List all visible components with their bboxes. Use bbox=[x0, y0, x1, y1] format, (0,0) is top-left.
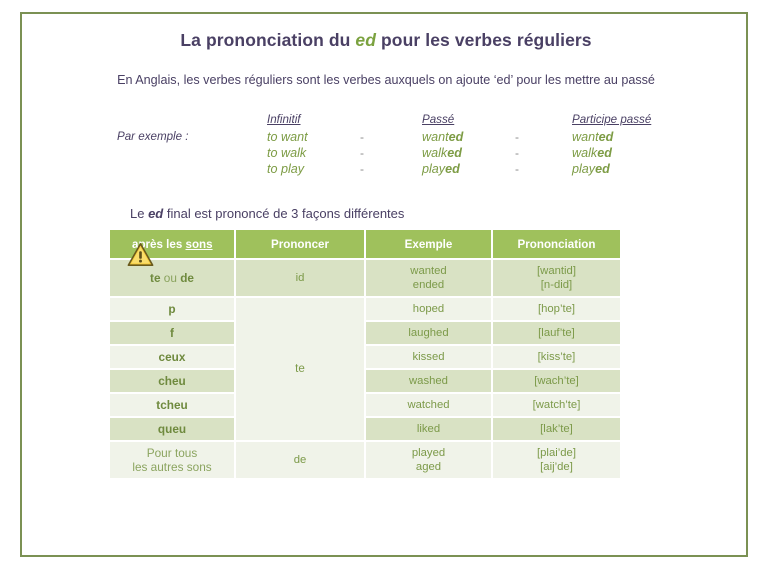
examples-header-passe: Passé bbox=[422, 113, 455, 126]
cell-sound: Pour tous les autres sons bbox=[110, 441, 236, 480]
table-row: te ou de id wanted ended [wantid] [n-did] bbox=[110, 259, 620, 298]
example-passe: played bbox=[422, 161, 532, 177]
sons-prefix: après les bbox=[132, 237, 186, 251]
cell-prononciation: [watch’te] bbox=[492, 393, 620, 418]
title-text-before: La prononciation du bbox=[180, 30, 356, 50]
example-passe: walked bbox=[422, 145, 532, 161]
table-row: Pour tous les autres sons de played aged [… bbox=[110, 441, 620, 480]
table-row: queu liked [lak’te] bbox=[110, 417, 620, 442]
lead-after: final est prononcé de 3 façons différent… bbox=[163, 206, 405, 221]
cell-sound: cheu bbox=[110, 369, 236, 394]
examples-header-infinitif: Infinitif bbox=[267, 113, 301, 126]
table-row: ceux kissed [kiss’te] bbox=[110, 345, 620, 370]
warning-triangle-icon bbox=[127, 243, 154, 266]
lead-ed: ed bbox=[148, 206, 164, 221]
cell-prononciation: [wantid] [n-did] bbox=[492, 259, 620, 298]
cell-exemple: kissed bbox=[365, 345, 493, 370]
column-header-sons: après les sons bbox=[110, 230, 236, 260]
column-header-prononciation: Prononciation bbox=[492, 230, 620, 260]
cell-prononcer-merged: te bbox=[235, 297, 366, 442]
cell-sound: p bbox=[110, 297, 236, 322]
cell-prononciation: [lak’te] bbox=[492, 417, 620, 442]
example-passe: wanted bbox=[422, 129, 532, 145]
example-row: Par exemple : to want - wanted - wanted bbox=[22, 129, 750, 145]
example-infinitif: to want bbox=[267, 130, 308, 144]
example-passe-ed: ed bbox=[447, 146, 462, 160]
lead-before: Le bbox=[130, 206, 149, 221]
table-row: tcheu watched [watch’te] bbox=[110, 393, 620, 418]
column-header-prononcer: Prononcer bbox=[235, 230, 366, 260]
example-pp-stem: play bbox=[572, 162, 596, 176]
title-ed-highlight: ed bbox=[355, 30, 377, 50]
cell-exemple: played aged bbox=[365, 441, 493, 480]
table-row: f laughed [lauf’te] bbox=[110, 321, 620, 346]
example-dash-1: - bbox=[360, 130, 364, 144]
example-pp-stem: want bbox=[572, 130, 599, 144]
cell-prononciation: [lauf’te] bbox=[492, 321, 620, 346]
cell-exemple: watched bbox=[365, 393, 493, 418]
pronunciation-table-wrap: après les sons Prononcer Exemple Prononc… bbox=[110, 230, 620, 480]
example-passe-stem: play bbox=[422, 162, 446, 176]
cell-sound: queu bbox=[110, 417, 236, 442]
table-header-row: après les sons Prononcer Exemple Prononc… bbox=[110, 230, 620, 260]
cell-prononciation: [plai’de] [aij’de] bbox=[492, 441, 620, 480]
sound-bold-2: de bbox=[180, 271, 194, 285]
cell-sound: ceux bbox=[110, 345, 236, 370]
cell-prononciation: [hop’te] bbox=[492, 297, 620, 322]
example-participe: wanted bbox=[572, 129, 712, 145]
example-pp-ed: ed bbox=[595, 162, 610, 176]
example-row: to play - played - played bbox=[22, 161, 750, 177]
example-dash-2: - bbox=[515, 130, 519, 144]
cell-exemple: washed bbox=[365, 369, 493, 394]
example-passe-ed: ed bbox=[448, 130, 464, 144]
column-header-exemple: Exemple bbox=[365, 230, 493, 260]
sound-plain: ou bbox=[160, 271, 181, 285]
cell-prononcer: id bbox=[235, 259, 366, 298]
sound-bold-1: te bbox=[150, 271, 161, 285]
page-title: La prononciation du ed pour les verbes r… bbox=[22, 30, 750, 51]
example-dash-1: - bbox=[360, 146, 364, 160]
sons-underlined: sons bbox=[185, 237, 213, 251]
example-dash-2: - bbox=[515, 162, 519, 176]
par-exemple-label: Par exemple : bbox=[117, 130, 189, 143]
example-pp-stem: walk bbox=[572, 146, 598, 160]
cell-sound: tcheu bbox=[110, 393, 236, 418]
cell-exemple: laughed bbox=[365, 321, 493, 346]
example-participe: walked bbox=[572, 145, 712, 161]
cell-prononciation: [wach’te] bbox=[492, 369, 620, 394]
example-pp-ed: ed bbox=[597, 146, 612, 160]
example-infinitif: to play bbox=[267, 162, 305, 176]
examples-block: Infinitif Passé Participe passé Par exem… bbox=[22, 110, 750, 177]
intro-sentence: En Anglais, les verbes réguliers sont le… bbox=[117, 73, 655, 87]
example-dash-2: - bbox=[515, 146, 519, 160]
pronunciation-table: après les sons Prononcer Exemple Prononc… bbox=[110, 230, 620, 480]
cell-exemple: wanted ended bbox=[365, 259, 493, 298]
example-passe-stem: walk bbox=[422, 146, 448, 160]
cell-prononciation: [kiss’te] bbox=[492, 345, 620, 370]
cell-exemple: hoped bbox=[365, 297, 493, 322]
title-text-after: pour les verbes réguliers bbox=[376, 30, 592, 50]
lead-sentence: Le ed final est prononcé de 3 façons dif… bbox=[130, 206, 404, 221]
table-row: p te hoped [hop’te] bbox=[110, 297, 620, 442]
cell-sound: f bbox=[110, 321, 236, 346]
example-passe-stem: want bbox=[422, 130, 449, 144]
examples-header-participe-passe: Participe passé bbox=[572, 113, 652, 126]
example-passe-ed: ed bbox=[445, 162, 460, 176]
example-participe: played bbox=[572, 161, 712, 177]
example-pp-ed: ed bbox=[598, 130, 614, 144]
slide-frame: La prononciation du ed pour les verbes r… bbox=[20, 12, 748, 557]
examples-header-row: Infinitif Passé Participe passé bbox=[22, 110, 750, 129]
cell-prononcer: de bbox=[235, 441, 366, 480]
example-row: to walk - walked - walked bbox=[22, 145, 750, 161]
cell-exemple: liked bbox=[365, 417, 493, 442]
table-row: cheu washed [wach’te] bbox=[110, 369, 620, 394]
example-infinitif: to walk bbox=[267, 146, 307, 160]
example-dash-1: - bbox=[360, 162, 364, 176]
